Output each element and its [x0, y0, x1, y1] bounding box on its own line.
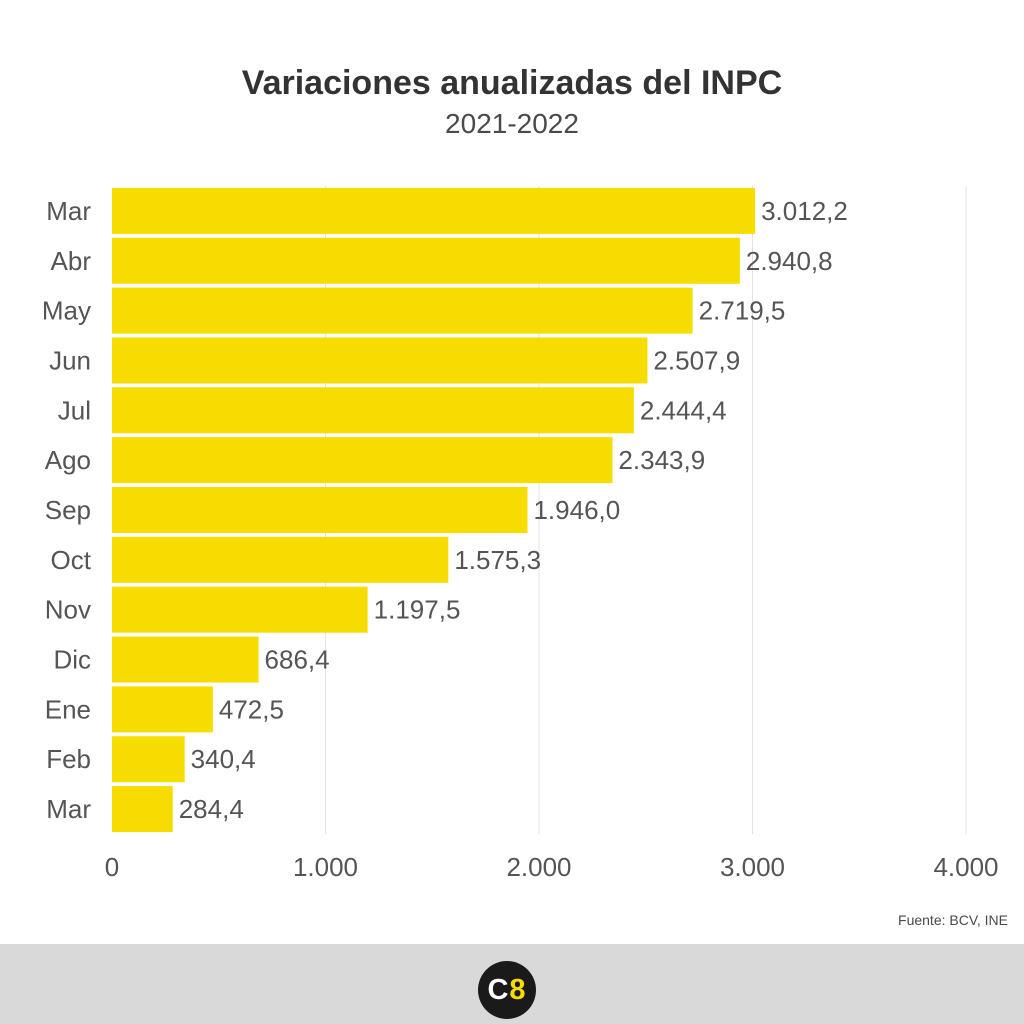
data-label: 284,4 [179, 794, 244, 824]
data-label: 2.940,8 [746, 246, 833, 276]
bar [112, 387, 634, 434]
chart-subtitle: 2021-2022 [445, 108, 579, 139]
y-category-label: Jul [58, 395, 91, 425]
data-label: 2.719,5 [699, 296, 786, 326]
bar [112, 786, 173, 833]
y-category-label: Jun [49, 345, 91, 375]
x-tick-label: 1.000 [293, 852, 358, 882]
bar [112, 586, 368, 633]
x-tick-label: 4.000 [933, 852, 998, 882]
y-category-label: Feb [46, 744, 91, 774]
data-label: 2.343,9 [618, 445, 705, 475]
data-label: 1.575,3 [454, 545, 541, 575]
data-label: 472,5 [219, 694, 284, 724]
y-category-label: Sep [45, 495, 91, 525]
logo-letter: C [487, 973, 510, 1006]
bar [112, 237, 740, 284]
data-label: 2.507,9 [653, 345, 740, 375]
bar [112, 686, 213, 733]
data-label: 686,4 [265, 645, 330, 675]
x-tick-label: 3.000 [720, 852, 785, 882]
data-label: 1.946,0 [533, 495, 620, 525]
y-category-label: Ago [45, 445, 91, 475]
logo-number: 8 [509, 973, 527, 1006]
bar [112, 736, 185, 783]
x-tick-label: 0 [105, 852, 119, 882]
bar-chart: 0 1.000 2.000 3.000 4.000 Mar 3.012,2 Abr 2.940,… [42, 186, 999, 882]
y-category-label: Nov [45, 595, 91, 625]
bar [112, 337, 648, 384]
y-category-label: Ene [45, 694, 91, 724]
bar [112, 437, 613, 484]
data-label: 3.012,2 [761, 196, 848, 226]
bar [112, 487, 528, 533]
y-category-label: Mar [46, 196, 91, 226]
x-tick-label: 2.000 [506, 852, 571, 882]
y-category-label: Dic [53, 645, 91, 675]
bar [112, 287, 693, 334]
bar [112, 536, 449, 583]
y-category-label: Oct [51, 545, 92, 575]
data-label: 340,4 [191, 744, 256, 774]
y-category-label: Mar [46, 794, 91, 824]
data-label: 2.444,4 [640, 395, 727, 425]
chart-title: Variaciones anualizadas del INPC [241, 64, 783, 102]
y-category-label: Abr [51, 246, 92, 276]
data-label: 1.197,5 [374, 595, 461, 625]
source-note: Fuente: BCV, INE [898, 912, 1008, 928]
y-category-label: May [42, 296, 91, 326]
bar [112, 187, 756, 234]
bar [112, 636, 259, 683]
